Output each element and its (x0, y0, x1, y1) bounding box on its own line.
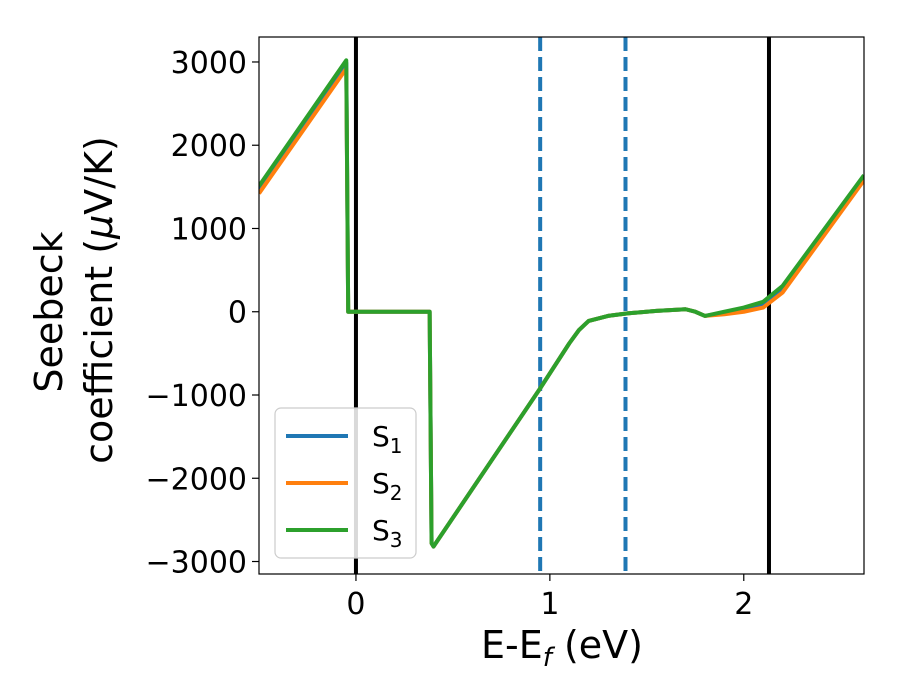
y-tick-label: −3000 (146, 546, 247, 581)
x-tick-label: 0 (346, 587, 365, 622)
y-tick-label: 3000 (171, 46, 247, 81)
y-tick-label: 2000 (171, 129, 247, 164)
legend-label-s3-sub: 3 (390, 528, 403, 552)
y-axis-ticks: 3000 2000 1000 0 −1000 −2000 −3000 (146, 46, 259, 581)
series-lines (259, 58, 864, 549)
y-tick-label: 1000 (171, 212, 247, 247)
x-tick-label: 2 (734, 587, 753, 622)
x-axis-label-unit: (eV) (552, 623, 643, 667)
legend-label-s1-sub: 1 (390, 434, 403, 458)
x-axis-label: E-Ef (eV) (481, 623, 643, 673)
y-axis-label-text: coefficient ( (77, 239, 121, 464)
y-tick-label: 0 (228, 296, 247, 331)
legend-label-s2-sub: 2 (390, 481, 403, 505)
legend: S1 S2 S3 (274, 407, 417, 559)
legend-label-s1: S1 (372, 420, 403, 458)
y-axis-label-unit: V/K) (77, 136, 121, 215)
legend-label-s3-main: S (372, 514, 390, 547)
x-axis-ticks: 0 1 2 (346, 574, 753, 622)
y-tick-label: −2000 (146, 462, 247, 497)
x-axis-label-main: E-E (481, 623, 543, 667)
x-tick-label: 1 (540, 587, 559, 622)
legend-label-s1-main: S (372, 420, 390, 453)
y-tick-label: −1000 (146, 379, 247, 414)
y-axis-label-line2: coefficient (μV/K) (77, 136, 121, 464)
vertical-lines (353, 37, 771, 574)
y-axis-label-mu: μ (77, 215, 121, 240)
legend-label-s2-main: S (372, 467, 390, 500)
y-axis-label-line1: Seebeck (27, 231, 71, 392)
plot-frame (258, 36, 865, 575)
legend-label-s3: S3 (372, 514, 403, 552)
series-line-s3 (259, 58, 864, 549)
legend-label-s2: S2 (372, 467, 403, 505)
